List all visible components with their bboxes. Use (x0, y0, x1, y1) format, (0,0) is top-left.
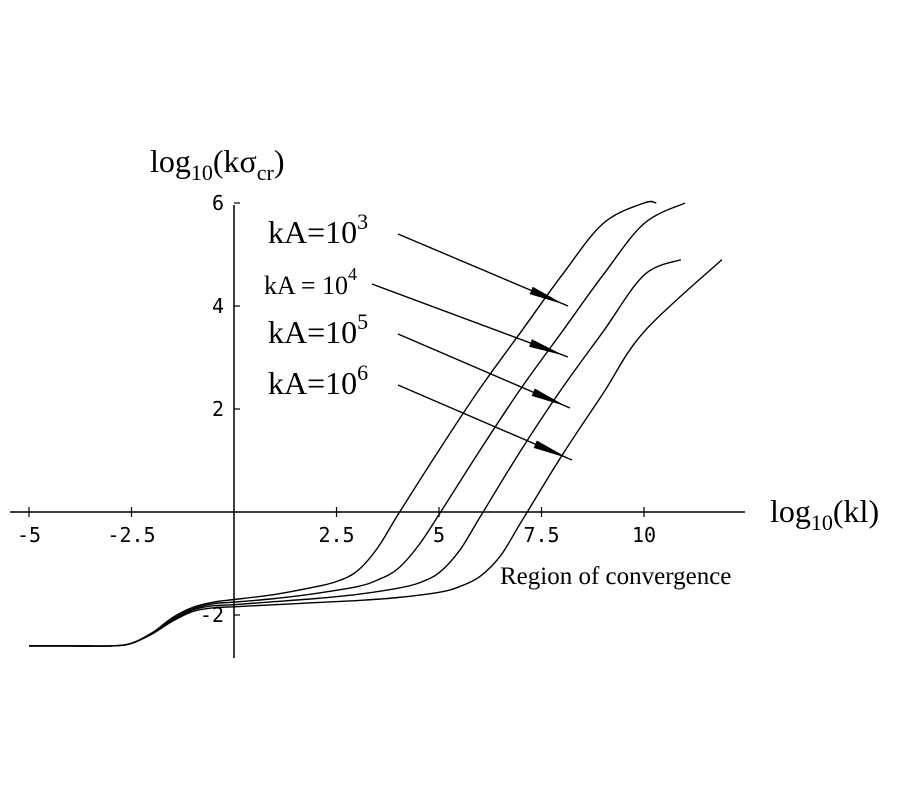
x-tick-label: 5 (433, 523, 445, 547)
arrowhead (531, 388, 567, 407)
y-axis-label: log10(kσcr) (150, 143, 285, 185)
arrowhead (533, 440, 569, 459)
x-tick-label: -5 (17, 523, 41, 547)
curve-label: kA=103 (268, 209, 368, 250)
x-tick-label: 7.5 (523, 523, 559, 547)
y-tick-label: 6 (212, 191, 224, 215)
curve-label: kA=106 (268, 360, 368, 401)
x-tick-group: -5 -2.5 2.5 5 7.5 10 (17, 507, 656, 547)
x-axis-label: log10(kl) (770, 493, 879, 535)
arrow-group (371, 233, 573, 461)
x-tick-label: 10 (632, 523, 656, 547)
x-tick-label: -2.5 (107, 523, 155, 547)
curve-label: kA=105 (268, 309, 368, 350)
arrowhead (529, 286, 565, 305)
y-tick-label: 2 (212, 397, 224, 421)
curve-label: kA = 104 (264, 264, 357, 300)
x-tick-label: 2.5 (318, 523, 354, 547)
arrowhead (529, 339, 565, 356)
curve-label-group: kA=103 kA = 104 kA=105 kA=106 (264, 209, 368, 401)
y-tick-label: 4 (212, 294, 224, 318)
region-annotation: Region of convergence (500, 563, 731, 590)
